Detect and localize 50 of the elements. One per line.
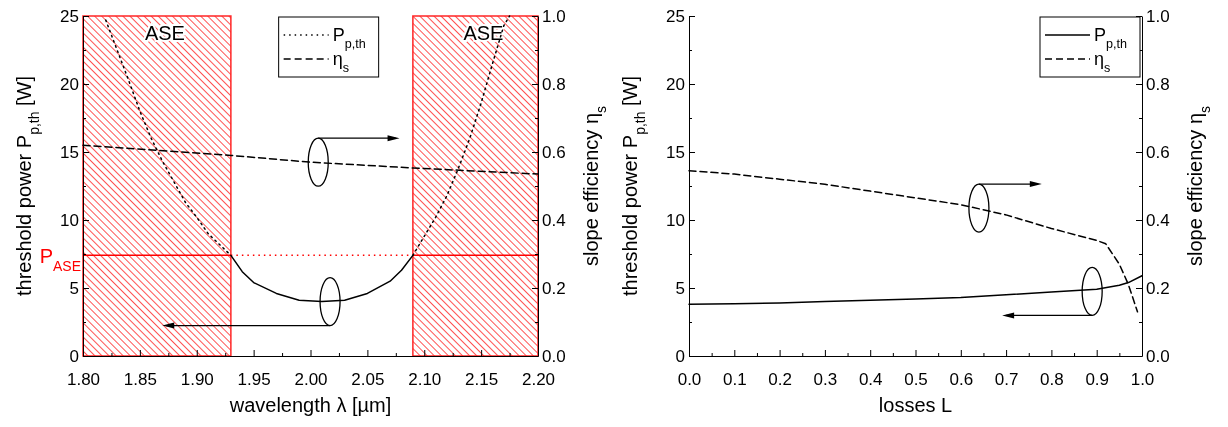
y2-tick-label: 0.2 — [1146, 278, 1170, 298]
x-tick-label: 0.5 — [904, 370, 928, 390]
x-tick-label: 0.1 — [722, 370, 747, 390]
y-tick-label: 0 — [675, 346, 685, 366]
x-tick-label: 0.6 — [949, 370, 974, 390]
x-tick-label: 2.05 — [351, 370, 385, 390]
y2-tick-label: 0.4 — [1146, 210, 1170, 230]
legend-label: P$_{p,th}$ — [332, 25, 366, 51]
x-tick-label: 1.80 — [66, 370, 101, 390]
x-axis-title: wavelength λ [µm] — [228, 394, 392, 416]
x-tick-label: 2.20 — [521, 370, 556, 390]
x-tick-label: 0.4 — [858, 370, 883, 390]
y2-tick-label: 0.6 — [542, 142, 566, 162]
y2-tick-label: 0.0 — [1146, 346, 1170, 366]
x-tick-label: 1.0 — [1130, 370, 1155, 390]
y-tick-label: 25 — [60, 6, 79, 26]
y-tick-label: 5 — [69, 278, 79, 298]
y2-tick-label: 0.8 — [1146, 74, 1170, 94]
x-tick-label: 1.95 — [237, 370, 271, 390]
y-tick-label: 10 — [666, 210, 685, 230]
y2-tick-label: 0.6 — [1146, 142, 1170, 162]
x-tick-label: 0.3 — [813, 370, 838, 390]
y2-tick-label: 0.8 — [542, 74, 566, 94]
y-tick-label: 25 — [666, 6, 685, 26]
y-tick-label: 20 — [666, 74, 685, 94]
y2-tick-label: 0.4 — [542, 210, 566, 230]
x-tick-label: 0.8 — [1040, 370, 1064, 390]
y-tick-label: 15 — [666, 142, 685, 162]
x-tick-label: 2.15 — [465, 370, 499, 390]
ref-line-label: P$_{ASE}$ — [39, 245, 81, 275]
x-tick-label: 0.2 — [768, 370, 792, 390]
y-tick-label: 15 — [60, 142, 79, 162]
y-tick-label: 5 — [675, 278, 685, 298]
y-tick-label: 0 — [69, 346, 79, 366]
x-tick-label: 2.10 — [408, 370, 442, 390]
y2-tick-label: 1.0 — [542, 6, 566, 26]
y-tick-label: 20 — [60, 74, 79, 94]
x-tick-label: 0.0 — [677, 370, 702, 390]
y2-tick-label: 0.2 — [542, 278, 566, 298]
x-tick-label: 0.9 — [1085, 370, 1110, 390]
x-tick-label: 0.7 — [994, 370, 1019, 390]
y2-tick-label: 0.0 — [542, 346, 566, 366]
x-tick-label: 1.85 — [123, 370, 157, 390]
legend-label: P$_{p,th}$ — [1094, 25, 1128, 51]
x-tick-label: 1.90 — [180, 370, 214, 390]
x-tick-label: 2.00 — [294, 370, 328, 390]
legend-label: η$_{s}$ — [1094, 49, 1111, 75]
x-axis-title: losses L — [878, 394, 953, 416]
y-tick-label: 10 — [60, 210, 79, 230]
y2-tick-label: 1.0 — [1146, 6, 1170, 26]
